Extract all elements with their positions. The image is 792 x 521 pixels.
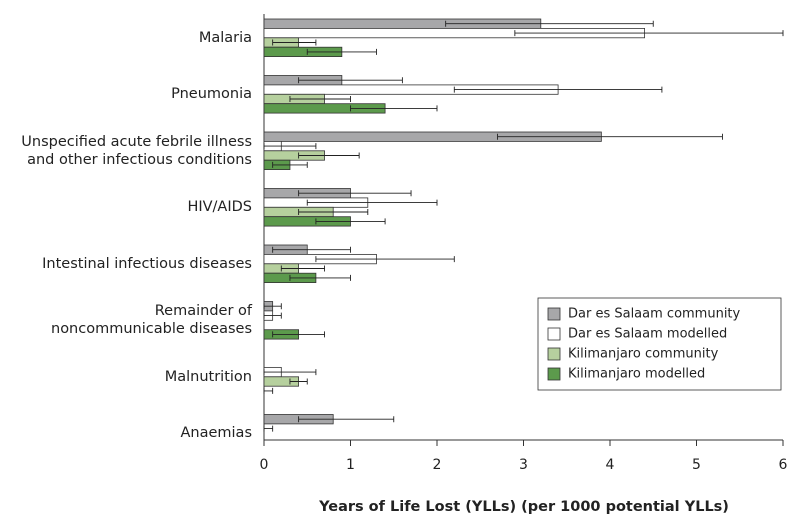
error-bar [289,274,351,281]
error-bar [263,425,274,432]
error-bar [289,378,308,385]
legend-label: Dar es Salaam modelled [568,327,727,342]
category-label: Remainder of noncommunicable diseases [51,303,252,338]
error-bar [263,143,317,150]
x-tick-label: 6 [779,457,788,473]
error-bar [315,218,386,225]
error-bar [280,265,325,272]
error-bar [272,331,325,338]
error-bar [263,387,274,394]
x-tick-label: 1 [346,457,355,473]
error-bar [298,209,369,215]
error-bar [298,152,360,159]
x-tick-label: 5 [692,457,701,473]
error-bar [298,416,395,423]
legend-label: Kilimanjaro modelled [568,367,705,382]
x-tick-label: 0 [260,457,269,473]
category-label: Malnutrition [164,368,252,385]
error-bar [289,96,351,102]
error-bar [350,105,438,112]
category-label: Intestinal infectious diseases [42,255,252,272]
category-label: Unspecified acute febrile illness and ot… [21,133,252,168]
error-bar [497,133,723,140]
error-bar [514,30,784,37]
error-bar [263,312,282,319]
error-bar [453,86,663,93]
category-label: HIV/AIDS [187,199,252,216]
error-bar [298,190,412,197]
error-bar [272,161,308,168]
legend-label: Kilimanjaro community [568,347,719,362]
category-label: Pneumonia [171,86,252,103]
x-tick-label: 4 [606,457,615,473]
legend-box [537,297,782,391]
error-bar [306,199,438,206]
error-bar [315,256,455,263]
error-bar [272,246,351,253]
legend-swatch [547,367,561,381]
legend-label: Dar es Salaam community [568,307,741,322]
x-tick-label: 3 [519,457,528,473]
error-bar [445,20,654,27]
error-bar [263,303,282,310]
legend-swatch [547,327,561,341]
category-label: Malaria [198,29,252,46]
error-bar [306,48,377,55]
error-bar [298,77,403,84]
error-bar [263,369,317,376]
x-tick-label: 2 [433,457,442,473]
error-bar [272,39,317,46]
x-axis-title: Years of Life Lost (YLLs) (per 1000 pote… [318,499,729,515]
legend-swatch [547,347,561,361]
legend-swatch [547,307,561,321]
category-label: Anaemias [180,425,252,442]
